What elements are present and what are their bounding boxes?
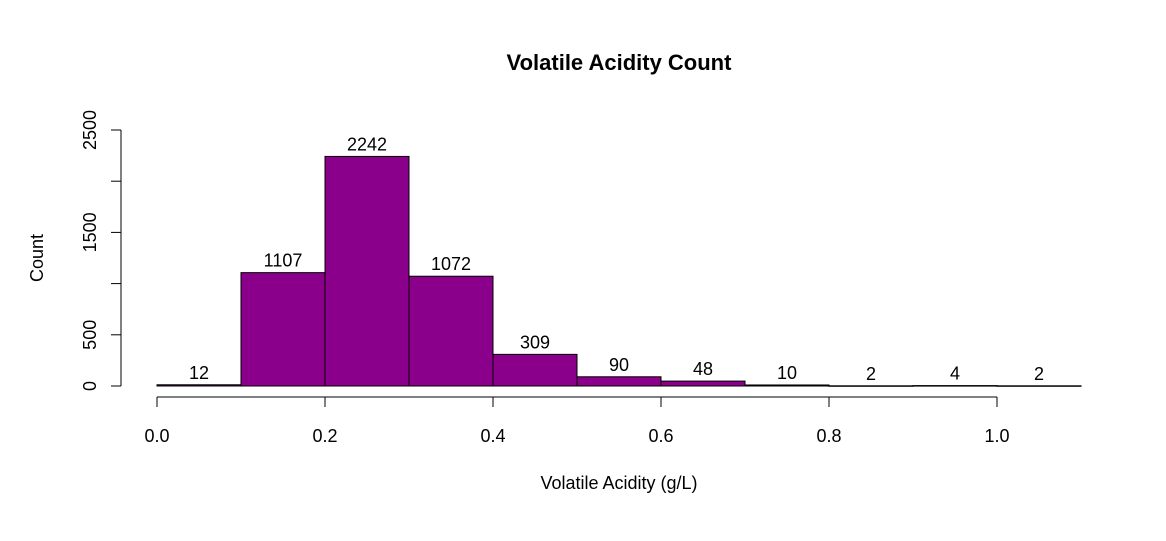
histogram-bar	[408, 275, 494, 387]
y-tick-label: 1500	[80, 212, 100, 252]
bar-count-label: 2	[866, 364, 876, 384]
y-tick-label: 500	[80, 320, 100, 350]
x-tick-label: 0.4	[480, 426, 505, 446]
histogram-bar	[660, 380, 746, 387]
bar-count-label: 10	[777, 363, 797, 383]
x-axis-label: Volatile Acidity (g/L)	[540, 473, 697, 493]
bar-count-label: 12	[189, 363, 209, 383]
x-tick-label: 0.6	[648, 426, 673, 446]
bar-count-label: 1072	[431, 254, 471, 274]
y-tick-label: 2500	[80, 110, 100, 150]
bar-count-label: 2	[1034, 364, 1044, 384]
chart-title: Volatile Acidity Count	[507, 50, 733, 75]
y-axis-label: Count	[27, 234, 47, 282]
data-labels-layer: 12 1107 2242 1072 309 90 48 10 2 4 2	[189, 134, 1044, 383]
bar-count-label: 1107	[264, 251, 303, 271]
bar-count-label: 309	[520, 332, 550, 352]
x-tick-label: 0.2	[312, 426, 337, 446]
histogram-bar	[324, 155, 410, 387]
histogram-bar	[240, 272, 326, 387]
x-tick-label: 1.0	[984, 426, 1009, 446]
bar-count-label: 90	[609, 355, 629, 375]
bar-count-label: 4	[950, 364, 960, 384]
x-tick-label: 0.8	[816, 426, 841, 446]
x-tick-label: 0.0	[144, 426, 169, 446]
histogram-bar	[576, 376, 662, 387]
bars-layer	[156, 155, 1082, 387]
y-tick-label: 0	[80, 381, 100, 391]
x-axis: 0.0 0.2 0.4 0.6 0.8 1.0	[144, 396, 1010, 446]
bar-count-label: 2242	[347, 134, 387, 154]
y-axis: 0 500 1500 2500	[80, 110, 122, 391]
bar-count-label: 48	[693, 359, 713, 379]
histogram-bar	[492, 353, 578, 387]
